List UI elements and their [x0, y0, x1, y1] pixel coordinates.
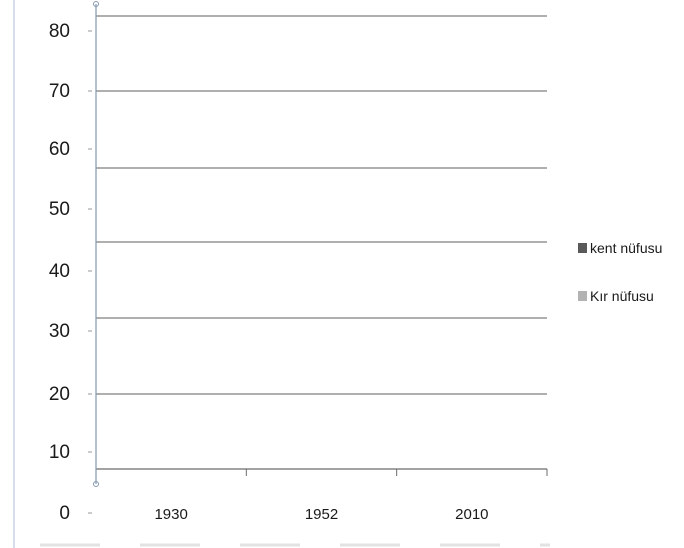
axis-handle-top: [93, 1, 99, 7]
axis-handle-bottom: [93, 481, 99, 487]
x-tick-label: 2010: [455, 506, 488, 523]
y-tick-label: 80: [49, 21, 70, 42]
y-axis-ticks: 0 10 20 30 40 50 60 70 80: [49, 21, 92, 524]
y-tick-label: 50: [49, 199, 70, 220]
y-tick-label: 60: [49, 139, 70, 160]
y-tick-label: 20: [49, 384, 70, 405]
legend: kent nüfusu Kır nüfusu: [578, 240, 662, 304]
y-tick-label: 0: [59, 503, 70, 524]
y-axis: [13, 0, 99, 548]
x-tick-label: 1952: [305, 506, 338, 523]
y-tick-label: 70: [49, 81, 70, 102]
legend-swatch: [578, 243, 587, 253]
legend-label: kent nüfusu: [590, 240, 662, 256]
legend-swatch: [578, 291, 587, 301]
y-tick-label: 10: [49, 442, 70, 463]
legend-label: Kır nüfusu: [590, 288, 654, 304]
y-tick-label: 30: [49, 321, 70, 342]
x-axis: 1930 1952 2010: [40, 468, 550, 547]
x-tick-label: 1930: [154, 506, 187, 523]
gridlines: [96, 15, 547, 395]
y-tick-label: 40: [49, 261, 70, 282]
